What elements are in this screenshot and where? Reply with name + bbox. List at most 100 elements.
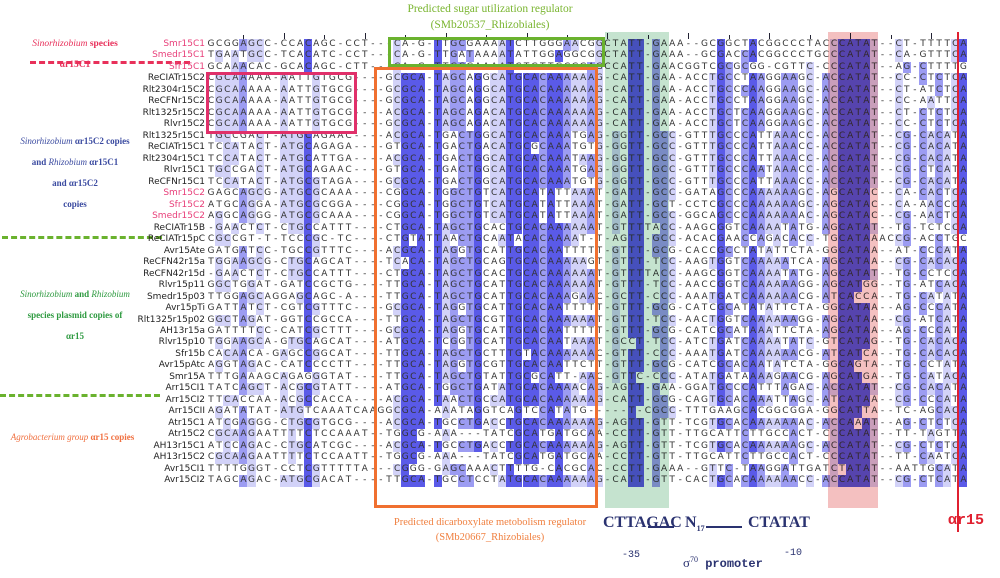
residue: A (749, 268, 758, 281)
residue: C (329, 337, 336, 348)
residue: A (417, 475, 426, 487)
residue: A (571, 337, 580, 349)
gap: - (371, 268, 375, 279)
residue: C (337, 96, 344, 107)
residue: C (304, 429, 313, 441)
residue: A (781, 84, 790, 97)
residue: G (417, 463, 425, 474)
gap: - (888, 406, 893, 417)
residue: G (701, 440, 709, 451)
residue: G (401, 245, 410, 258)
residue: G (716, 280, 725, 292)
gap: - (913, 257, 917, 268)
residue: C (724, 440, 733, 453)
residue: C (393, 84, 402, 97)
residue: C (805, 153, 814, 166)
residue: A (530, 291, 539, 304)
residue: T (506, 153, 515, 166)
residue: A (789, 314, 798, 327)
residue: T (823, 463, 829, 474)
residue: T (216, 417, 222, 428)
residue: T (506, 211, 515, 223)
gap: - (379, 452, 383, 463)
residue: G (295, 188, 305, 200)
residue: C (538, 280, 547, 292)
residue: C (701, 107, 708, 118)
residue: C (538, 107, 547, 120)
gap: - (888, 348, 893, 359)
gap: - (880, 417, 885, 428)
residue: G (514, 314, 523, 327)
residue: G (716, 73, 725, 85)
residue: G (473, 107, 483, 120)
residue: G (902, 211, 911, 223)
gap: - (411, 50, 415, 61)
residue: A (943, 314, 952, 327)
residue: G (765, 96, 773, 107)
residue: A (345, 429, 352, 440)
residue: A (959, 371, 968, 384)
residue: T (708, 371, 717, 384)
residue: T (465, 314, 474, 327)
gap: - (379, 348, 383, 359)
residue: C (255, 268, 264, 281)
residue: C (701, 119, 708, 130)
residue: T (758, 142, 764, 153)
residue: C (580, 360, 587, 371)
residue: G (449, 383, 458, 395)
residue: G (595, 73, 604, 85)
residue: A (385, 337, 393, 348)
residue: T (774, 326, 781, 336)
residue: C (782, 429, 789, 440)
residue: G (902, 234, 911, 246)
residue: C (805, 234, 814, 246)
residue: C (522, 130, 531, 143)
residue: T (499, 371, 506, 382)
residue: G (701, 39, 709, 49)
residue: G (336, 153, 344, 164)
residue: G (449, 73, 458, 85)
residue: C (701, 245, 708, 256)
residue: A (466, 96, 473, 107)
gap: - (888, 39, 893, 49)
residue: A (773, 417, 782, 430)
residue: G (401, 417, 410, 430)
residue: G (902, 383, 911, 395)
residue: G (716, 153, 725, 166)
residue: C (709, 280, 716, 291)
residue: C (280, 268, 287, 279)
residue: A (773, 257, 782, 269)
residue: T (345, 337, 352, 348)
residue: A (546, 84, 555, 97)
residue: T (224, 383, 230, 394)
residue: C (709, 222, 716, 233)
residue: C (701, 475, 708, 486)
residue: A (959, 452, 968, 464)
residue: A (959, 291, 968, 304)
residue: A (546, 96, 555, 108)
residue: G (822, 245, 830, 256)
residue: C (393, 245, 402, 258)
residue: T (701, 360, 708, 371)
residue: A (337, 429, 344, 440)
residue: G (256, 199, 264, 210)
residue: G (401, 429, 410, 441)
residue: T (465, 475, 474, 487)
residue: C (280, 303, 287, 314)
residue: A (483, 417, 490, 428)
gap: - (880, 153, 885, 164)
gap: - (888, 314, 893, 325)
residue: T (944, 440, 950, 451)
residue: A (789, 371, 798, 384)
residue: G (385, 176, 393, 187)
residue: A (927, 199, 936, 212)
residue: G (595, 142, 604, 154)
residue: A (491, 303, 498, 314)
residue: T (596, 211, 603, 222)
residue: A (329, 211, 336, 222)
residue: A (587, 96, 596, 108)
residue: A (546, 222, 555, 235)
residue: A (530, 417, 539, 430)
residue: G (473, 394, 483, 407)
residue: G (223, 39, 231, 49)
